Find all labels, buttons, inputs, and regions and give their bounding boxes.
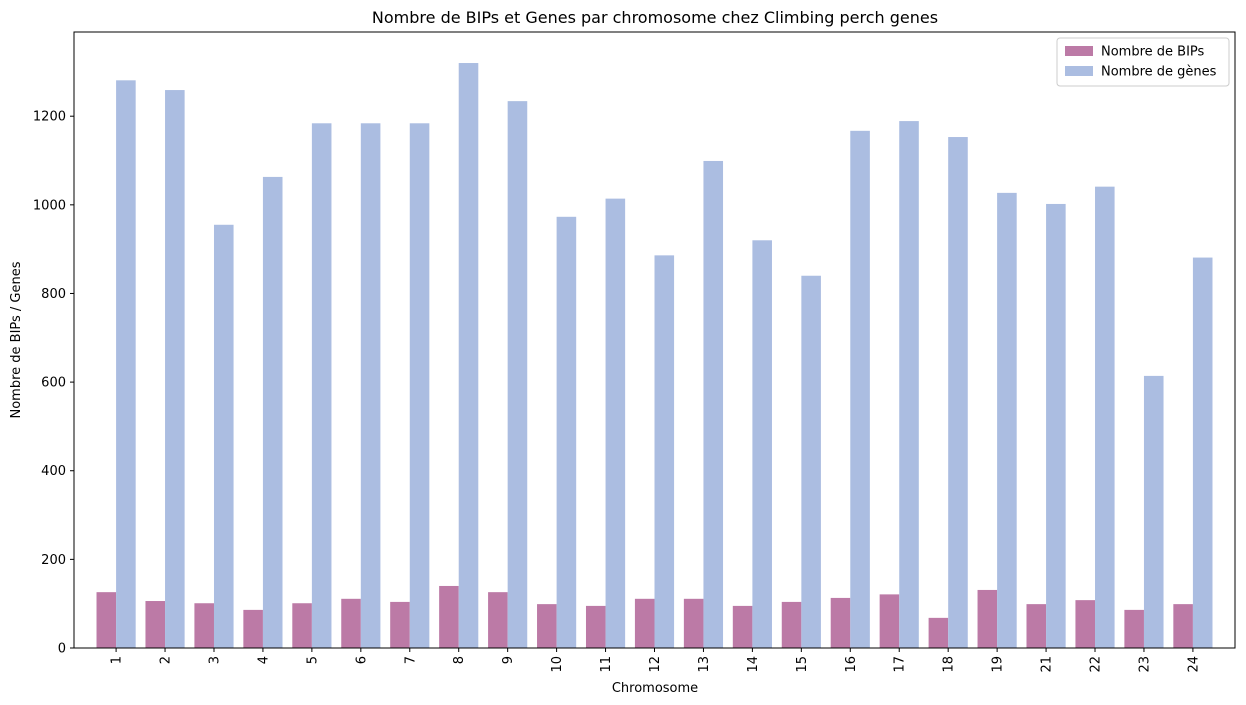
y-tick-label: 0 [58,642,66,657]
bar-bips [1173,604,1193,648]
x-tick-label: 23 [1137,656,1152,673]
bar-genes [458,63,479,648]
legend: Nombre de BIPs Nombre de gènes [1056,37,1230,87]
bar-bips [928,617,949,648]
bar-genes [850,130,870,648]
x-tick-label: 10 [550,656,565,673]
x-tick-label: 3 [207,656,222,664]
bar-genes [409,123,430,649]
legend-label-genes: Nombre de gènes [1101,65,1217,80]
x-tick-label: 9 [501,656,516,664]
bar-genes [116,80,136,648]
x-tick-label: 12 [648,656,663,673]
bar-genes [213,224,234,648]
bar-bips [683,598,704,648]
x-tick-label: 15 [795,656,810,673]
y-tick-label: 400 [41,464,66,479]
x-tick-label: 7 [403,656,418,664]
x-tick-label: 2 [159,656,174,664]
x-tick-label: 5 [305,656,320,664]
bar-bips [977,589,998,648]
bar-genes [1046,203,1066,648]
x-tick-label: 11 [599,656,614,673]
bar-genes [752,240,772,649]
bar-bips [145,601,166,648]
y-tick-label: 600 [41,376,66,391]
y-tick-label: 1200 [33,110,66,125]
bar-genes [165,90,185,649]
bar-bips [1026,604,1047,648]
x-axis-label: Chromosome [612,681,698,696]
bar-bips [879,594,900,648]
bar-bips [341,598,361,648]
bar-bips [537,604,557,648]
bar-genes [899,121,919,648]
x-tick-label: 4 [256,656,271,664]
y-axis-label: Nombre de BIPs / Genes [9,261,24,418]
bar-bips [390,601,410,648]
bar-genes [605,198,626,648]
bar-genes [703,160,724,648]
bar-bips [732,605,753,648]
legend-label-bips: Nombre de BIPs [1101,45,1205,60]
bar-genes [360,123,381,649]
chart-title: Nombre de BIPs et Genes par chromosome c… [372,8,938,27]
bar-bips [292,603,312,648]
bar-genes [1143,375,1164,648]
bar-bips [781,601,802,648]
y-tick-label: 1000 [33,198,66,213]
x-tick-label: 8 [452,656,467,664]
x-tick-label: 6 [354,656,369,664]
legend-swatch-bips [1065,46,1093,56]
bar-bips [634,598,655,648]
bar-bips [243,609,263,648]
bar-bips [830,597,851,648]
x-tick-label: 13 [697,656,712,673]
bar-bips [488,592,508,648]
bar-genes [1095,186,1115,648]
bar-genes [654,255,675,649]
x-tick-label: 18 [942,656,957,673]
legend-box [1056,37,1230,87]
bar-bips [439,585,459,648]
x-tick-label: 1 [110,656,125,664]
x-tick-label: 14 [746,656,761,673]
y-tick-label: 200 [41,553,66,568]
bar-genes [507,101,528,648]
x-tick-label: 16 [844,656,859,673]
bar-bips [1124,609,1144,648]
bar-bips [585,605,606,648]
bar-genes [948,137,968,648]
x-tick-label: 24 [1186,656,1201,673]
x-tick-label: 19 [991,656,1006,673]
bar-genes [997,192,1017,648]
bar-bips [1075,600,1096,648]
bar-genes [311,123,332,649]
bar-genes [1192,257,1213,648]
legend-swatch-genes [1065,66,1093,76]
x-tick-label: 22 [1089,656,1104,673]
x-tick-label: 17 [893,656,908,673]
bar-bips [96,592,117,648]
bar-genes [801,275,821,648]
x-tick-label: 21 [1040,656,1055,673]
y-tick-label: 800 [41,287,66,302]
bar-bips [194,603,214,648]
bar-genes [556,216,577,649]
bar-genes [262,176,283,649]
